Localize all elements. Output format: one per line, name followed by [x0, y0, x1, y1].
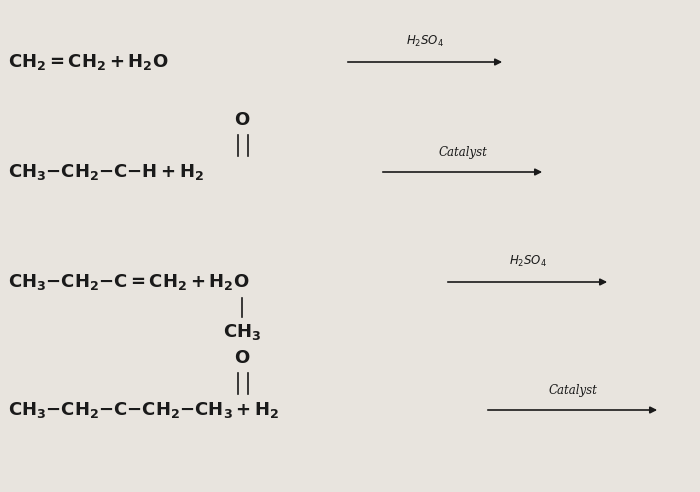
Text: $\mathbf{CH_3{-}CH_2{-}C{-}H + H_2}$: $\mathbf{CH_3{-}CH_2{-}C{-}H + H_2}$: [8, 162, 204, 182]
Text: $\mathbf{CH_2{=}CH_2 + H_2O}$: $\mathbf{CH_2{=}CH_2 + H_2O}$: [8, 52, 169, 72]
Text: Catalyst: Catalyst: [438, 146, 487, 159]
Text: $\mathbf{CH_3{-}CH_2{-}C{-}CH_2{-}CH_3 + H_2}$: $\mathbf{CH_3{-}CH_2{-}C{-}CH_2{-}CH_3 +…: [8, 400, 279, 420]
Text: $\mathbf{O}$: $\mathbf{O}$: [234, 349, 250, 367]
Text: $\mathbf{CH_3}$: $\mathbf{CH_3}$: [223, 322, 261, 342]
Text: $\mathbf{O}$: $\mathbf{O}$: [234, 111, 250, 129]
Text: Catalyst: Catalyst: [548, 384, 597, 397]
Text: $\mathit{H_2SO_4}$: $\mathit{H_2SO_4}$: [406, 34, 444, 49]
Text: $\mathit{H_2SO_4}$: $\mathit{H_2SO_4}$: [509, 254, 547, 269]
Text: $\mathbf{CH_3{-}CH_2{-}C{=}CH_2 + H_2O}$: $\mathbf{CH_3{-}CH_2{-}C{=}CH_2 + H_2O}$: [8, 272, 250, 292]
